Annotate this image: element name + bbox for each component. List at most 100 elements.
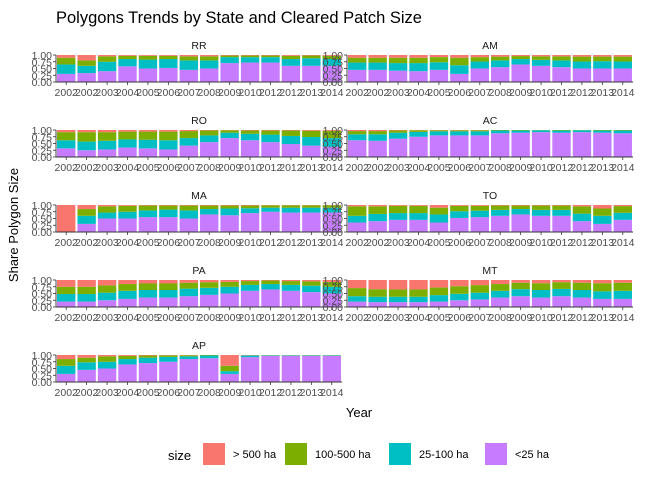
bar-segment-lt25-2002 [368,69,387,82]
bar-segment-lt25-2013 [302,355,321,382]
bar-segment-lt25-2007 [179,69,198,82]
bar-segment-gt500-2012 [572,280,592,283]
bar-segment-s25_100-2007 [470,210,489,218]
legend-label: <25 ha [515,449,550,461]
bar-segment-gt500-2006 [450,55,469,58]
x-axis-title: Year [346,405,373,420]
bar-segment-lt25-2012 [281,65,301,82]
bar-segment-s100_500-2009 [220,130,239,133]
bar-segment-lt25-2012 [572,221,592,232]
panel-ro: RO0.000.250.500.751.00200220022003200420… [32,115,344,174]
bar-segment-lt25-2004 [118,218,137,232]
x-tick-label: 2012 [259,387,283,399]
bar-segment-s25_100-2011 [261,134,280,143]
bar-segment-gt500-2003 [388,55,408,58]
bar-segment-s100_500-2003 [97,285,117,293]
bar-segment-gt500-2003 [97,355,117,357]
bar-segment-gt500-2004 [118,280,137,285]
bar-segment-s100_500-2010 [240,55,260,58]
bar-segment-s100_500-2002 [77,357,96,363]
bar-segment-lt25-2006 [159,297,178,307]
bar-segment-s25_100-2014 [322,138,341,147]
y-tick-label: 0.00 [32,152,53,164]
panel-strip-label: AP [192,340,206,352]
y-tick-label: 0.00 [32,77,53,89]
bar-segment-lt25-2013 [593,68,612,82]
bar-segment-s100_500-2005 [429,57,449,63]
bar-segment-lt25-2006 [450,73,469,82]
bar-segment-s25_100-2003 [97,361,117,369]
x-tick-label: 2002 [75,162,99,174]
bar-segment-lt25-2006 [159,67,178,82]
x-tick-label: 2004 [116,237,140,249]
legend-entry-s25_100: 25-100 ha [389,443,469,465]
bar-segment-s100_500-2004 [118,131,137,140]
bar-segment-lt25-2012 [281,290,301,307]
bar-segment-s100_500-2004 [118,355,137,360]
x-tick-label: 2012 [259,87,283,99]
bar-segment-lt25-2003 [97,368,117,382]
bar-segment-gt500-2013 [302,55,321,56]
bar-segment-s100_500-2003 [388,57,408,64]
y-tick-label: 1.00 [32,350,53,362]
bar-segment-s25_100-2003 [388,132,408,139]
bar-segment-s25_100-2002 [368,296,387,303]
bar-segment-lt25-2001 [57,301,76,307]
bar-segment-s100_500-2009 [220,55,239,58]
bar-segment-lt25-2011 [261,355,280,382]
bar-segment-s25_100-2009 [220,208,239,216]
bar-segment-gt500-2002 [368,55,387,58]
y-tick-label: 0.75 [32,282,53,294]
x-tick-label: 2004 [407,162,431,174]
bar-segment-gt500-2006 [159,205,178,206]
bar-segment-gt500-2011 [552,55,571,57]
bar-segment-s100_500-2013 [593,56,612,62]
bar-segment-gt500-2011 [261,130,280,131]
panel-strip-label: MT [482,265,498,277]
x-tick-label: 2010 [529,237,553,249]
bar-segment-s25_100-2001 [348,296,367,302]
x-tick-label: 2006 [157,387,181,399]
bar-segment-gt500-2012 [281,55,301,56]
x-tick-label: 2005 [427,87,451,99]
bar-segment-gt500-2009 [511,55,530,57]
bar-segment-s25_100-2008 [491,290,510,298]
bar-segment-lt25-2004 [409,302,428,307]
panel-pa: PA0.000.250.500.751.00200220022003200420… [32,265,344,324]
x-tick-label: 2012 [550,87,574,99]
bar-segment-lt25-2002 [368,302,387,307]
x-tick-label: 2007 [468,87,492,99]
bar-segment-s25_100-2005 [138,289,158,298]
bar-segment-s25_100-2004 [118,290,137,299]
bar-segment-s25_100-2013 [593,130,612,133]
bar-segment-s100_500-2002 [77,286,96,295]
bar-segment-s100_500-2003 [388,130,408,133]
panel-strip-label: TO [483,190,497,202]
bar-segment-s25_100-2012 [572,130,592,133]
bar-segment-gt500-2003 [97,205,117,207]
bar-segment-s25_100-2007 [179,288,198,297]
bar-segment-s100_500-2009 [511,56,530,60]
legend-swatch [389,443,411,465]
x-tick-label: 2012 [279,312,303,324]
bar-segment-gt500-2007 [179,130,198,132]
bar-segment-lt25-2012 [572,68,592,82]
bar-segment-lt25-2006 [450,217,469,232]
bar-segment-gt500-2002 [77,55,96,61]
bar-segment-gt500-2013 [302,280,321,282]
bar-segment-lt25-2005 [138,297,158,307]
bar-segment-s25_100-2009 [220,286,239,294]
bar-segment-s100_500-2006 [159,355,178,357]
y-tick-label: 0.25 [32,145,53,157]
bar-segment-gt500-2007 [470,280,489,286]
bar-segment-gt500-2011 [552,280,571,283]
bar-segment-lt25-2008 [491,67,510,82]
bar-segment-s25_100-2006 [159,356,178,362]
bar-segment-gt500-2014 [322,280,341,282]
bar-segment-lt25-2003 [97,71,117,82]
bar-segment-s100_500-2013 [593,283,612,292]
bar-segment-s25_100-2003 [388,213,408,220]
bar-segment-lt25-2002 [77,73,96,82]
bar-segment-lt25-2014 [613,219,632,232]
bar-segment-gt500-2005 [138,280,158,284]
